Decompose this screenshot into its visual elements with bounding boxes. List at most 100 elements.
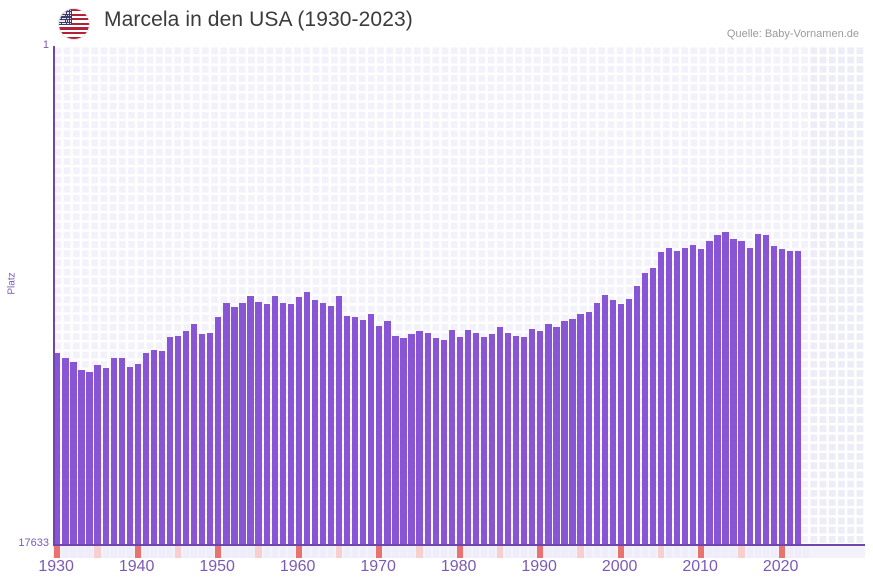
x-axis-tick-marker <box>199 546 206 558</box>
bar <box>424 332 431 545</box>
x-axis-tick-marker <box>738 546 745 558</box>
bar <box>794 250 802 545</box>
x-axis-tick-marker <box>134 546 141 558</box>
bar <box>521 337 528 545</box>
x-axis-tick-marker <box>505 546 512 558</box>
x-axis-tick-marker <box>94 546 101 558</box>
bar <box>472 332 480 545</box>
bar <box>199 334 206 545</box>
bar <box>142 352 150 545</box>
bar <box>247 295 254 545</box>
x-axis-tick-marker <box>698 546 705 558</box>
us-flag-icon <box>59 9 89 39</box>
bar <box>231 307 238 545</box>
bar <box>569 318 576 545</box>
bar <box>344 315 351 545</box>
y-axis-top-tick-label: 1 <box>42 39 49 51</box>
bar <box>191 324 198 545</box>
bar <box>601 294 608 545</box>
y-axis-bottom-tick-label: 17633 <box>18 537 49 549</box>
x-axis-tick-marker <box>529 546 536 558</box>
x-axis-tick-marker <box>746 546 753 558</box>
x-axis-tick-marker <box>62 546 69 558</box>
bar <box>110 358 117 545</box>
bar <box>126 366 133 545</box>
x-axis-tick-label: 2000 <box>601 558 638 575</box>
x-axis-tick-marker <box>496 546 504 558</box>
bar <box>505 332 512 545</box>
bar <box>368 314 375 545</box>
x-axis-tick-marker <box>649 546 657 558</box>
x-axis-tick-marker <box>778 546 785 558</box>
x-axis-tick-marker <box>54 546 61 558</box>
x-axis-tick-marker <box>786 546 794 558</box>
bar <box>649 267 657 545</box>
bar <box>674 250 681 545</box>
x-axis-tick-marker <box>70 546 77 558</box>
x-axis-tick-label: 1990 <box>521 558 557 575</box>
x-axis-tick-marker <box>633 546 641 558</box>
x-axis-tick-marker <box>368 546 375 558</box>
bar <box>70 362 77 545</box>
bar <box>279 303 286 545</box>
bar <box>730 239 737 545</box>
bar <box>593 303 600 545</box>
bar <box>352 317 359 545</box>
x-axis-tick-marker <box>352 546 359 558</box>
x-axis-tick-marker <box>231 546 238 558</box>
x-axis-tick-marker <box>191 546 198 558</box>
bar <box>62 358 69 545</box>
x-axis-tick-marker <box>762 546 769 558</box>
bar <box>158 351 166 545</box>
x-axis-tick-marker <box>666 546 673 558</box>
bar <box>770 246 777 545</box>
x-axis-tick-marker <box>102 546 109 558</box>
x-axis-tick-marker <box>601 546 608 558</box>
bar <box>488 334 496 545</box>
bar <box>134 363 141 545</box>
x-axis-tick-marker <box>802 546 810 558</box>
bar <box>666 247 673 545</box>
bar <box>150 349 158 545</box>
bar <box>625 298 633 545</box>
x-axis-tick-marker <box>577 546 584 558</box>
x-axis-tick-marker <box>682 546 689 558</box>
x-axis-tick-marker <box>255 546 262 558</box>
x-axis-tick-label: 2010 <box>682 558 718 575</box>
x-axis-tick-marker <box>440 546 447 558</box>
bar <box>585 311 592 545</box>
bar <box>271 295 278 545</box>
bar <box>722 232 729 545</box>
x-axis-tick-label: 2020 <box>762 558 799 575</box>
bar <box>456 337 463 545</box>
x-axis-tick-marker <box>311 546 319 558</box>
page-title: Marcela in den USA (1930-2023) <box>104 8 413 31</box>
plot-area <box>53 46 865 545</box>
bar <box>384 321 391 545</box>
bar <box>786 250 794 545</box>
x-axis-tick-labels: 1930 1940 1950 1960 1970 1980 1990 2000 2010 2020 <box>0 558 873 587</box>
x-axis-tick-marker <box>247 546 254 558</box>
x-axis-tick-marker <box>223 546 230 558</box>
bar <box>335 295 343 545</box>
bar <box>174 335 182 545</box>
x-axis-tick-marker <box>488 546 496 558</box>
x-axis-tick-marker <box>319 546 327 558</box>
bar <box>698 249 705 545</box>
bar <box>746 247 753 545</box>
x-axis-tick-marker <box>150 546 158 558</box>
bar <box>577 314 584 545</box>
x-axis-tick-marker <box>183 546 190 558</box>
x-axis-tick-marker <box>770 546 777 558</box>
source-attribution: Quelle: Baby-Vornamen.de <box>726 28 859 40</box>
bar <box>496 327 504 545</box>
x-axis-tick-marker <box>263 546 270 558</box>
x-axis-tick-marker <box>303 546 311 558</box>
x-axis-tick-marker <box>456 546 463 558</box>
x-axis-tick-marker <box>110 546 117 558</box>
bar <box>633 286 641 545</box>
bar <box>561 321 568 545</box>
bar <box>537 331 544 545</box>
x-axis-tick-marker <box>472 546 480 558</box>
bar <box>223 303 230 545</box>
